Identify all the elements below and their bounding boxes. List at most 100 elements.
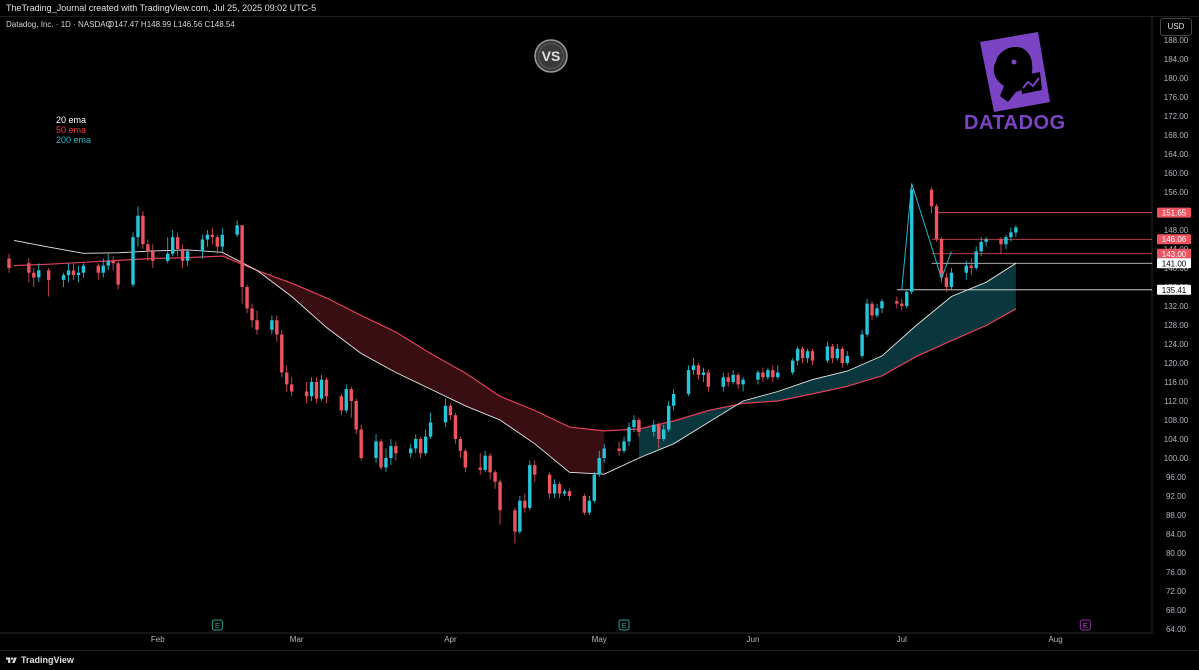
candle-body — [458, 439, 463, 451]
candle-body — [939, 239, 944, 278]
candle-body — [131, 237, 135, 285]
candle-body — [974, 251, 978, 268]
candle-body — [587, 500, 592, 513]
datadog-dog-icon — [980, 32, 1050, 112]
candle-body — [141, 215, 145, 245]
earnings-marker — [1079, 619, 1091, 631]
candle-body — [979, 241, 983, 252]
level-label: 146.06 — [1162, 235, 1187, 244]
x-tick-label: Mar — [290, 635, 304, 644]
earnings-marker-label: E — [215, 623, 220, 630]
datadog-wordmark: DATADOG — [964, 112, 1066, 134]
candle-body — [448, 405, 453, 416]
candle-body — [666, 405, 671, 430]
candle-body — [825, 346, 830, 361]
candle-body — [290, 384, 294, 392]
candle-body — [309, 382, 314, 397]
price-chart[interactable]: 64.00 68.00 72.00 76.00 80.00 84.00 88.00 92.00… — [0, 16, 1199, 650]
ema20-line — [13, 239, 1017, 475]
candle-body — [423, 436, 428, 454]
x-tick-label: Aug — [1048, 635, 1062, 644]
candle-body — [255, 320, 259, 330]
candle-body — [761, 372, 765, 378]
candle-body — [518, 500, 522, 532]
earnings-marker-label: E — [1083, 623, 1088, 630]
candle-body — [344, 389, 348, 411]
candle-body — [984, 239, 988, 242]
y-tick-label: 88.00 — [1166, 511, 1187, 520]
candle-body — [418, 439, 423, 454]
y-tick-label: 76.00 — [1166, 568, 1187, 577]
y-tick-label: 140.00 — [1164, 264, 1189, 273]
candle-body — [61, 275, 66, 280]
candle-body — [835, 348, 840, 359]
footer-bar: TradingView — [0, 650, 1199, 670]
candle-body — [116, 263, 120, 285]
y-tick-label: 176.00 — [1164, 93, 1189, 102]
candle-body — [949, 272, 954, 287]
legend-ema50: 50 ema — [56, 125, 87, 135]
candle-body — [493, 472, 497, 482]
candle-body — [200, 239, 205, 252]
candle-body — [910, 189, 914, 292]
candle-body — [166, 253, 170, 261]
candle-body — [726, 377, 730, 382]
candle-body — [384, 458, 388, 468]
candle-body — [428, 422, 433, 437]
candle-body — [528, 465, 532, 508]
y-tick-label: 184.00 — [1164, 55, 1189, 64]
attribution-bar: TheTrading_Journal created with TradingV… — [0, 0, 1199, 17]
candle-body — [513, 510, 517, 532]
candle-body — [999, 239, 1003, 245]
y-tick-label: 128.00 — [1164, 321, 1189, 330]
candle-body — [776, 372, 780, 378]
candle-body — [701, 372, 706, 375]
y-tick-label: 108.00 — [1164, 416, 1189, 425]
attribution-text: TheTrading_Journal created with TradingV… — [6, 3, 317, 13]
candle-body — [944, 277, 949, 287]
candle-body — [706, 372, 711, 387]
candle-body — [245, 287, 249, 309]
candle-body — [453, 415, 458, 439]
candle-body — [582, 496, 587, 513]
ema-bear-ribbon — [222, 252, 605, 475]
candle-body — [37, 270, 41, 278]
y-tick-label: 72.00 — [1166, 587, 1187, 596]
y-tick-label: 84.00 — [1166, 530, 1187, 539]
earnings-marker-label: E — [622, 623, 627, 630]
candle-body — [220, 234, 224, 247]
candle-body — [731, 374, 735, 382]
candle-body — [175, 237, 180, 249]
y-tick-label: 104.00 — [1164, 435, 1189, 444]
candle-body — [151, 251, 155, 261]
vs-logo-ring — [538, 43, 564, 69]
y-tick-label: 168.00 — [1164, 131, 1189, 140]
candle-body — [270, 320, 274, 330]
candle-body — [895, 301, 899, 304]
x-tick-label: Jun — [747, 635, 760, 644]
candle-body — [285, 372, 289, 385]
candle-body — [240, 225, 244, 287]
y-tick-label: 132.00 — [1164, 302, 1189, 311]
y-tick-label: 148.00 — [1164, 226, 1189, 235]
ema-legend: 20 ema 50 ema 200 ema — [56, 115, 91, 145]
candle-body — [845, 355, 849, 363]
candle-body — [1009, 232, 1013, 238]
level-label-bg — [1157, 284, 1191, 295]
candle-body — [101, 265, 105, 273]
candle-body — [567, 491, 572, 496]
candle-body — [488, 455, 492, 473]
candle-body — [7, 258, 11, 268]
candle-body — [409, 448, 413, 454]
candle-body — [810, 351, 815, 361]
y-tick-label: 160.00 — [1164, 169, 1189, 178]
candle-body — [106, 260, 110, 266]
candle-body — [964, 265, 968, 273]
currency-button[interactable]: USD — [1160, 18, 1192, 36]
candle-body — [805, 351, 810, 359]
candle-body — [523, 500, 527, 508]
candle-body — [547, 474, 552, 494]
candle-body — [374, 441, 378, 458]
candle-body — [170, 237, 175, 254]
tradingview-brand: TradingView — [21, 655, 74, 665]
